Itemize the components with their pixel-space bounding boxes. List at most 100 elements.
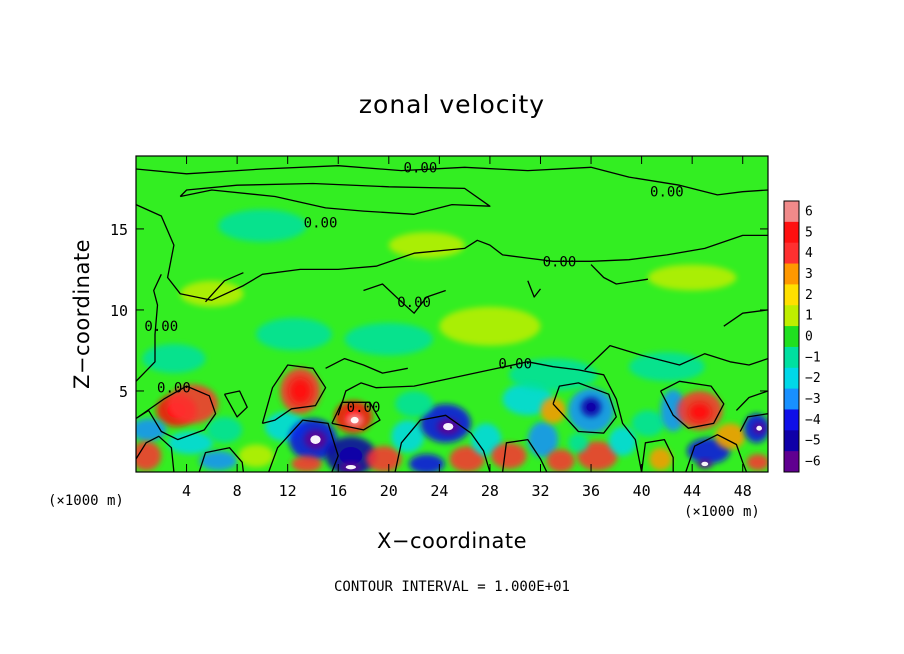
contour-line bbox=[584, 344, 768, 371]
y-axis-title: Z−coordinate bbox=[70, 239, 94, 389]
contour-label: 0.00 bbox=[397, 295, 431, 311]
heatmap-blob bbox=[395, 390, 434, 417]
heatmap-blob bbox=[167, 431, 214, 455]
colorbar-label: −3 bbox=[805, 392, 821, 407]
colorbar-swatch bbox=[784, 284, 799, 306]
heatmap-blob bbox=[568, 433, 589, 453]
y-tick-label: 15 bbox=[110, 221, 128, 239]
colorbar-swatch bbox=[784, 451, 799, 473]
heatmap-blob bbox=[238, 444, 274, 468]
contour-line bbox=[268, 419, 339, 472]
colorbar-label: 1 bbox=[805, 309, 813, 324]
contour-line bbox=[179, 182, 491, 215]
contour-labels: 0.00 0.00 0.00 0.00 0.00 0.00 0.00 0.00 0.00 bbox=[144, 160, 683, 416]
contour-line bbox=[660, 380, 725, 429]
colorbar-swatch bbox=[784, 263, 799, 285]
colorbar-swatch bbox=[784, 305, 799, 327]
contour-label: 0.00 bbox=[404, 160, 438, 176]
contour-line bbox=[363, 283, 446, 314]
colorbar-swatch bbox=[784, 388, 799, 410]
heatmap-blob bbox=[546, 449, 575, 472]
plot-frame bbox=[135, 155, 769, 473]
colorbar-swatch bbox=[784, 242, 799, 265]
contour-label: 0.00 bbox=[498, 356, 532, 372]
heatmap-blob-core bbox=[694, 407, 705, 417]
x-tick-label: 24 bbox=[430, 482, 448, 500]
x-tick-label: 32 bbox=[531, 482, 549, 500]
contour-line bbox=[640, 438, 674, 472]
x-unit-right-label: (×1000 m) bbox=[684, 504, 760, 520]
heatmap-blob bbox=[366, 446, 402, 472]
contour-line bbox=[527, 280, 542, 298]
heatmap-blob bbox=[218, 209, 307, 242]
colorbar-label: −2 bbox=[805, 371, 821, 386]
contour-interval-note: CONTOUR INTERVAL = 1.000E+01 bbox=[334, 579, 570, 595]
heatmap-blob bbox=[647, 264, 737, 291]
heatmap-blob bbox=[142, 343, 206, 374]
colorbar-label: 4 bbox=[805, 246, 813, 261]
contour-line bbox=[552, 382, 617, 434]
colorbar-label: −5 bbox=[805, 434, 821, 449]
x-tick-label: 12 bbox=[279, 482, 297, 500]
contour-label: 0.00 bbox=[157, 381, 191, 397]
heatmap-blob bbox=[136, 418, 167, 442]
heatmap-blob bbox=[714, 423, 746, 450]
contour-line bbox=[136, 165, 768, 196]
contour-label: 0.00 bbox=[347, 400, 381, 416]
heatmap-blob bbox=[409, 454, 445, 472]
heatmap-blob bbox=[746, 454, 768, 471]
heatmap-blob bbox=[388, 232, 465, 259]
heatmap-blob bbox=[527, 421, 559, 458]
heatmap-blob-core bbox=[295, 385, 306, 397]
x-tick-label: 44 bbox=[683, 482, 701, 500]
colorbar-label: −1 bbox=[805, 350, 821, 365]
contour-label: 0.00 bbox=[543, 254, 577, 270]
contour-line bbox=[136, 385, 217, 441]
colorbar-swatch bbox=[784, 409, 799, 431]
x-tick-label: 16 bbox=[329, 482, 347, 500]
colorbar-frame bbox=[783, 200, 800, 473]
heatmap-blob bbox=[180, 280, 244, 307]
heatmap-blob-core bbox=[701, 461, 709, 467]
contour-line bbox=[136, 204, 768, 301]
colorbar-swatch bbox=[784, 346, 799, 369]
contour-line bbox=[501, 438, 548, 472]
colorbar-swatch bbox=[784, 221, 799, 244]
heatmap-blob bbox=[256, 318, 332, 351]
contour-line bbox=[739, 413, 768, 432]
heatmap-blob bbox=[491, 442, 527, 469]
heatmap-blob bbox=[540, 397, 566, 424]
x-tick-label: 40 bbox=[633, 482, 651, 500]
contour-line bbox=[685, 434, 748, 472]
contour-line bbox=[205, 272, 244, 303]
y-tick-label: 10 bbox=[110, 302, 128, 320]
contour-line bbox=[723, 309, 768, 327]
contour-line bbox=[394, 414, 491, 472]
heatmap-blob-core bbox=[350, 416, 359, 424]
heatmap-blob bbox=[470, 423, 502, 456]
colorbar-swatch bbox=[784, 326, 799, 348]
chart-title: zonal velocity bbox=[359, 90, 545, 119]
x-unit-left-label: (×1000 m) bbox=[48, 493, 124, 509]
heatmap-blob bbox=[439, 306, 541, 346]
contour-line bbox=[325, 357, 408, 374]
contour-line bbox=[198, 447, 245, 472]
heatmap-blob-core bbox=[586, 402, 596, 412]
heatmap-blob bbox=[608, 426, 637, 456]
heatmap-blob bbox=[391, 420, 425, 453]
contour-line bbox=[223, 390, 248, 418]
heatmap-blob bbox=[631, 410, 665, 437]
colorbar-label: 3 bbox=[805, 267, 813, 282]
heatmap-blob bbox=[628, 352, 705, 382]
contour-line bbox=[735, 390, 768, 411]
x-tick-label: 48 bbox=[734, 482, 752, 500]
contour-line bbox=[261, 364, 327, 425]
x-tick-label: 20 bbox=[380, 482, 398, 500]
heatmap-blob bbox=[344, 322, 434, 356]
heatmap-field bbox=[136, 209, 768, 472]
heatmap-blob-core bbox=[310, 435, 321, 444]
colorbar-label: −6 bbox=[805, 455, 821, 470]
x-tick-label: 28 bbox=[481, 482, 499, 500]
heatmap-blob bbox=[649, 447, 672, 471]
